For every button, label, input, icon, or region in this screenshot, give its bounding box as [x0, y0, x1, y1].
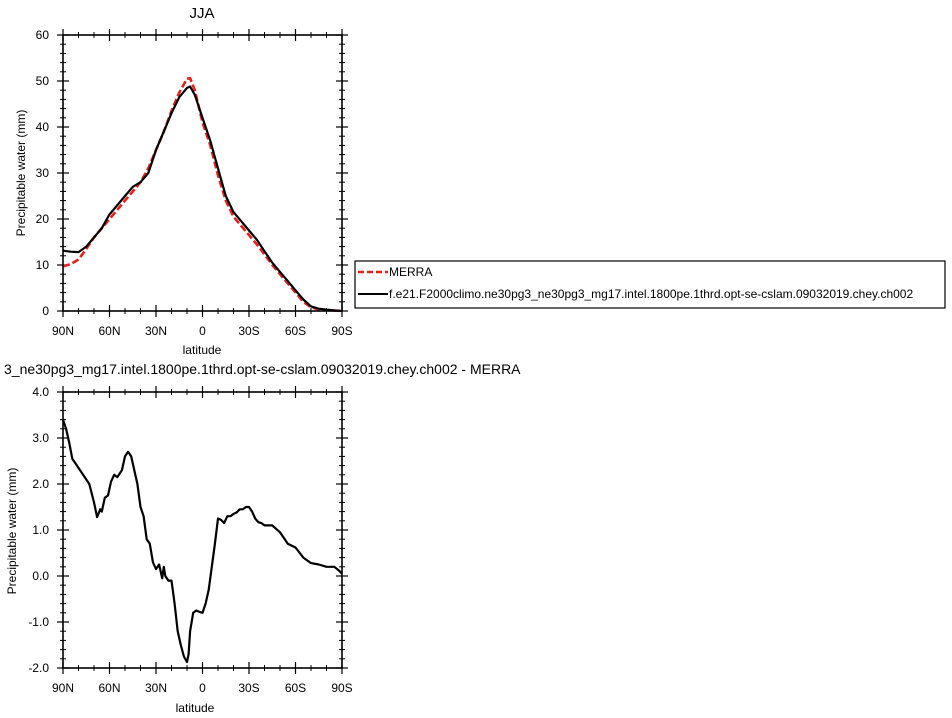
bottom-chart-xlabel: latitude: [176, 701, 215, 715]
y-tick-label: 20: [36, 212, 50, 226]
bottom-chart-title: 3_ne30pg3_mg17.intel.1800pe.1thrd.opt-se…: [4, 361, 521, 377]
y-tick-label: 10: [36, 258, 50, 272]
x-tick-label: 60S: [285, 324, 306, 338]
x-tick-label: 90N: [52, 681, 74, 695]
y-tick-label: -2.0: [28, 661, 49, 675]
y-tick-label: 50: [36, 74, 50, 88]
top-chart-frame: [62, 34, 343, 312]
top-chart-xlabel: latitude: [183, 343, 222, 357]
series-line-0-1: [62, 85, 343, 313]
y-tick-label: 60: [36, 28, 50, 42]
y-tick-label: 2.0: [32, 477, 49, 491]
y-tick-label: 4.0: [32, 385, 49, 399]
x-tick-label: 90N: [52, 324, 74, 338]
top-chart-title: JJA: [189, 5, 214, 22]
series-line-1-0: [61, 419, 343, 664]
top-chart-panel: JJA Precipitable water (mm) latitude 90N…: [14, 5, 353, 357]
legend-model-label: f.e21.F2000climo.ne30pg3_ne30pg3_mg17.in…: [389, 287, 913, 301]
bottom-chart-panel: 3_ne30pg3_mg17.intel.1800pe.1thrd.opt-se…: [4, 361, 521, 715]
y-tick-label: 3.0: [32, 431, 49, 445]
x-tick-label: 30N: [145, 324, 167, 338]
x-tick-label: 0: [199, 681, 206, 695]
bottom-chart-ylabel: Precipitable water (mm): [5, 468, 19, 595]
y-tick-label: 40: [36, 120, 50, 134]
x-tick-label: 0: [199, 324, 206, 338]
x-tick-label: 60S: [285, 681, 306, 695]
legend-box: [354, 260, 946, 309]
x-tick-label: 60N: [98, 681, 120, 695]
x-tick-label: 30S: [238, 324, 259, 338]
y-tick-label: 1.0: [32, 523, 49, 537]
y-tick-label: 0.0: [32, 569, 49, 583]
legend-merra-label: MERRA: [389, 265, 432, 279]
top-chart-ylabel: Precipitable water (mm): [14, 110, 28, 237]
x-tick-label: 30S: [238, 681, 259, 695]
series-line-0-0: [62, 76, 343, 313]
bottom-chart-frame: [62, 391, 343, 669]
x-tick-label: 90S: [331, 324, 352, 338]
x-tick-label: 60N: [98, 324, 120, 338]
y-tick-label: 30: [36, 166, 50, 180]
x-tick-label: 90S: [331, 681, 352, 695]
x-tick-label: 30N: [145, 681, 167, 695]
legend: MERRA f.e21.F2000climo.ne30pg3_ne30pg3_m…: [354, 260, 946, 309]
y-tick-label: -1.0: [28, 615, 49, 629]
y-tick-label: 0: [42, 304, 49, 318]
